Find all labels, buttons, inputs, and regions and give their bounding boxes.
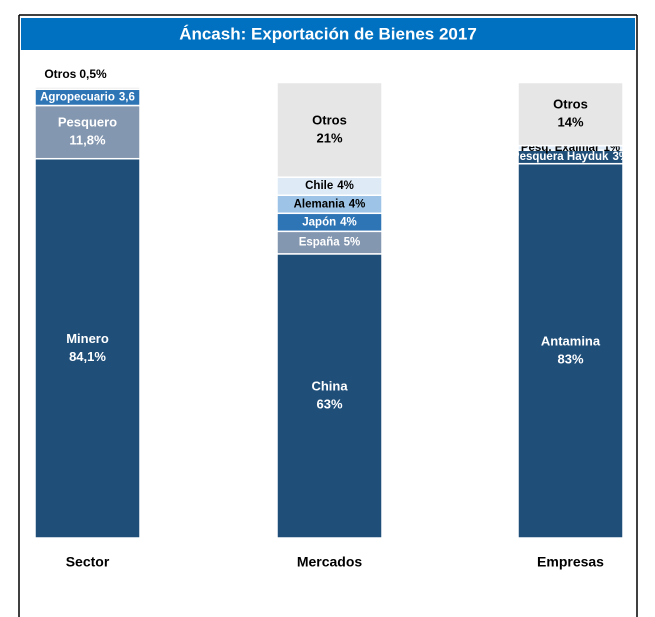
segment-label: Otros 0,5%: [44, 67, 107, 81]
segment-label: España 5%: [299, 237, 361, 249]
category-label: Sector: [66, 554, 110, 570]
segment-label: Pesquera Hayduk 3%: [512, 151, 629, 163]
bar-segment: [517, 81, 624, 147]
bar-segment: [34, 86, 141, 91]
segment-label: Japón 4%: [302, 216, 357, 228]
segment-value: 4%: [340, 216, 357, 228]
segment-name: Chile: [305, 180, 333, 192]
segment-value: 4%: [349, 198, 366, 210]
category-label: Empresas: [537, 554, 604, 570]
segment-name: Minero: [66, 331, 109, 346]
segment-name: Antamina: [541, 333, 601, 348]
segment-value: 84,1%: [69, 349, 106, 364]
segment-value: 0,5%: [79, 67, 107, 81]
title-banner: [21, 18, 635, 50]
bar-segment: [276, 81, 383, 178]
segment-label: Chile 4%: [305, 180, 354, 192]
segment-name: Otros: [553, 96, 588, 111]
segment-value: 4%: [337, 180, 354, 192]
segment-name: Pesquera Hayduk: [512, 151, 609, 163]
segment-label: Agropecuario 3,6: [40, 91, 135, 103]
segment-value: 3,6: [119, 91, 135, 103]
segment-value: 83%: [557, 351, 583, 366]
segment-value: 21%: [316, 130, 342, 145]
segment-name: China: [311, 378, 348, 393]
segment-name: Japón: [302, 216, 336, 228]
segment-value: 63%: [316, 396, 342, 411]
category-label: Mercados: [297, 554, 363, 570]
chart-title: Áncash: Exportación de Bienes 2017: [179, 24, 477, 43]
segment-name: Otros: [312, 112, 347, 127]
segment-value: 3%: [612, 151, 629, 163]
segment-value: 5%: [344, 237, 361, 249]
segment-name: España: [299, 237, 341, 249]
segment-value: 14%: [557, 114, 583, 129]
segment-name: Otros: [44, 67, 76, 81]
bar-segment: [34, 104, 141, 160]
bar-segment: [34, 157, 141, 539]
bar-segment: [517, 162, 624, 539]
segment-name: Alemania: [294, 198, 346, 210]
segment-label: Alemania 4%: [294, 198, 366, 210]
segment-name: Pesquero: [58, 115, 117, 130]
segment-name: Agropecuario: [40, 91, 115, 103]
segment-value: 11,8%: [69, 133, 106, 148]
bar-segment: [276, 253, 383, 539]
